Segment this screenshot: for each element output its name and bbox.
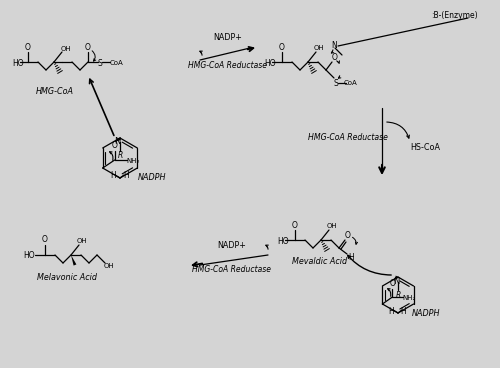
Text: CoA: CoA (343, 80, 357, 86)
Text: HO: HO (264, 59, 276, 67)
Text: R: R (396, 290, 400, 300)
Text: OH: OH (60, 46, 72, 52)
Text: N: N (393, 276, 399, 286)
Text: H: H (110, 171, 116, 180)
Text: O: O (345, 230, 351, 240)
Text: H: H (348, 252, 354, 262)
Text: O: O (390, 280, 396, 289)
Text: O: O (25, 42, 31, 52)
Text: HO: HO (12, 59, 24, 67)
Text: N: N (331, 40, 337, 50)
Text: NADPH: NADPH (138, 173, 166, 183)
Text: NADP+: NADP+ (218, 241, 246, 250)
Text: O: O (112, 142, 117, 151)
Text: OH: OH (314, 45, 324, 51)
Text: H: H (388, 307, 394, 315)
Text: OH: OH (76, 238, 88, 244)
Text: HMG-CoA: HMG-CoA (36, 88, 74, 96)
Text: OH: OH (326, 223, 338, 229)
Text: NH₂: NH₂ (126, 158, 140, 164)
Text: Melavonic Acid: Melavonic Acid (37, 272, 97, 282)
Text: HO: HO (277, 237, 288, 245)
Text: HS-CoA: HS-CoA (410, 144, 440, 152)
Text: S: S (98, 59, 102, 67)
Text: NADPH: NADPH (412, 308, 440, 318)
Text: O: O (279, 42, 285, 52)
Text: H: H (123, 171, 129, 180)
Text: N: N (114, 137, 120, 145)
Text: S: S (334, 78, 338, 88)
Text: H: H (400, 307, 406, 315)
Polygon shape (71, 255, 76, 266)
Text: HMG-CoA Reductase: HMG-CoA Reductase (308, 134, 388, 142)
Text: :B-(Enzyme): :B-(Enzyme) (432, 11, 478, 20)
Text: O: O (42, 236, 48, 244)
Text: HMG-CoA Reductase: HMG-CoA Reductase (192, 265, 272, 275)
Text: O: O (332, 53, 338, 63)
Text: Mevaldic Acid: Mevaldic Acid (292, 258, 348, 266)
Text: NADP+: NADP+ (214, 33, 242, 42)
Text: HO: HO (23, 251, 34, 261)
Text: O: O (292, 220, 298, 230)
Text: R: R (118, 152, 122, 160)
Text: O: O (85, 42, 91, 52)
Text: OH: OH (104, 263, 115, 269)
Text: HMG-CoA Reductase: HMG-CoA Reductase (188, 60, 268, 70)
Text: NH₂: NH₂ (402, 295, 416, 301)
Text: CoA: CoA (109, 60, 123, 66)
